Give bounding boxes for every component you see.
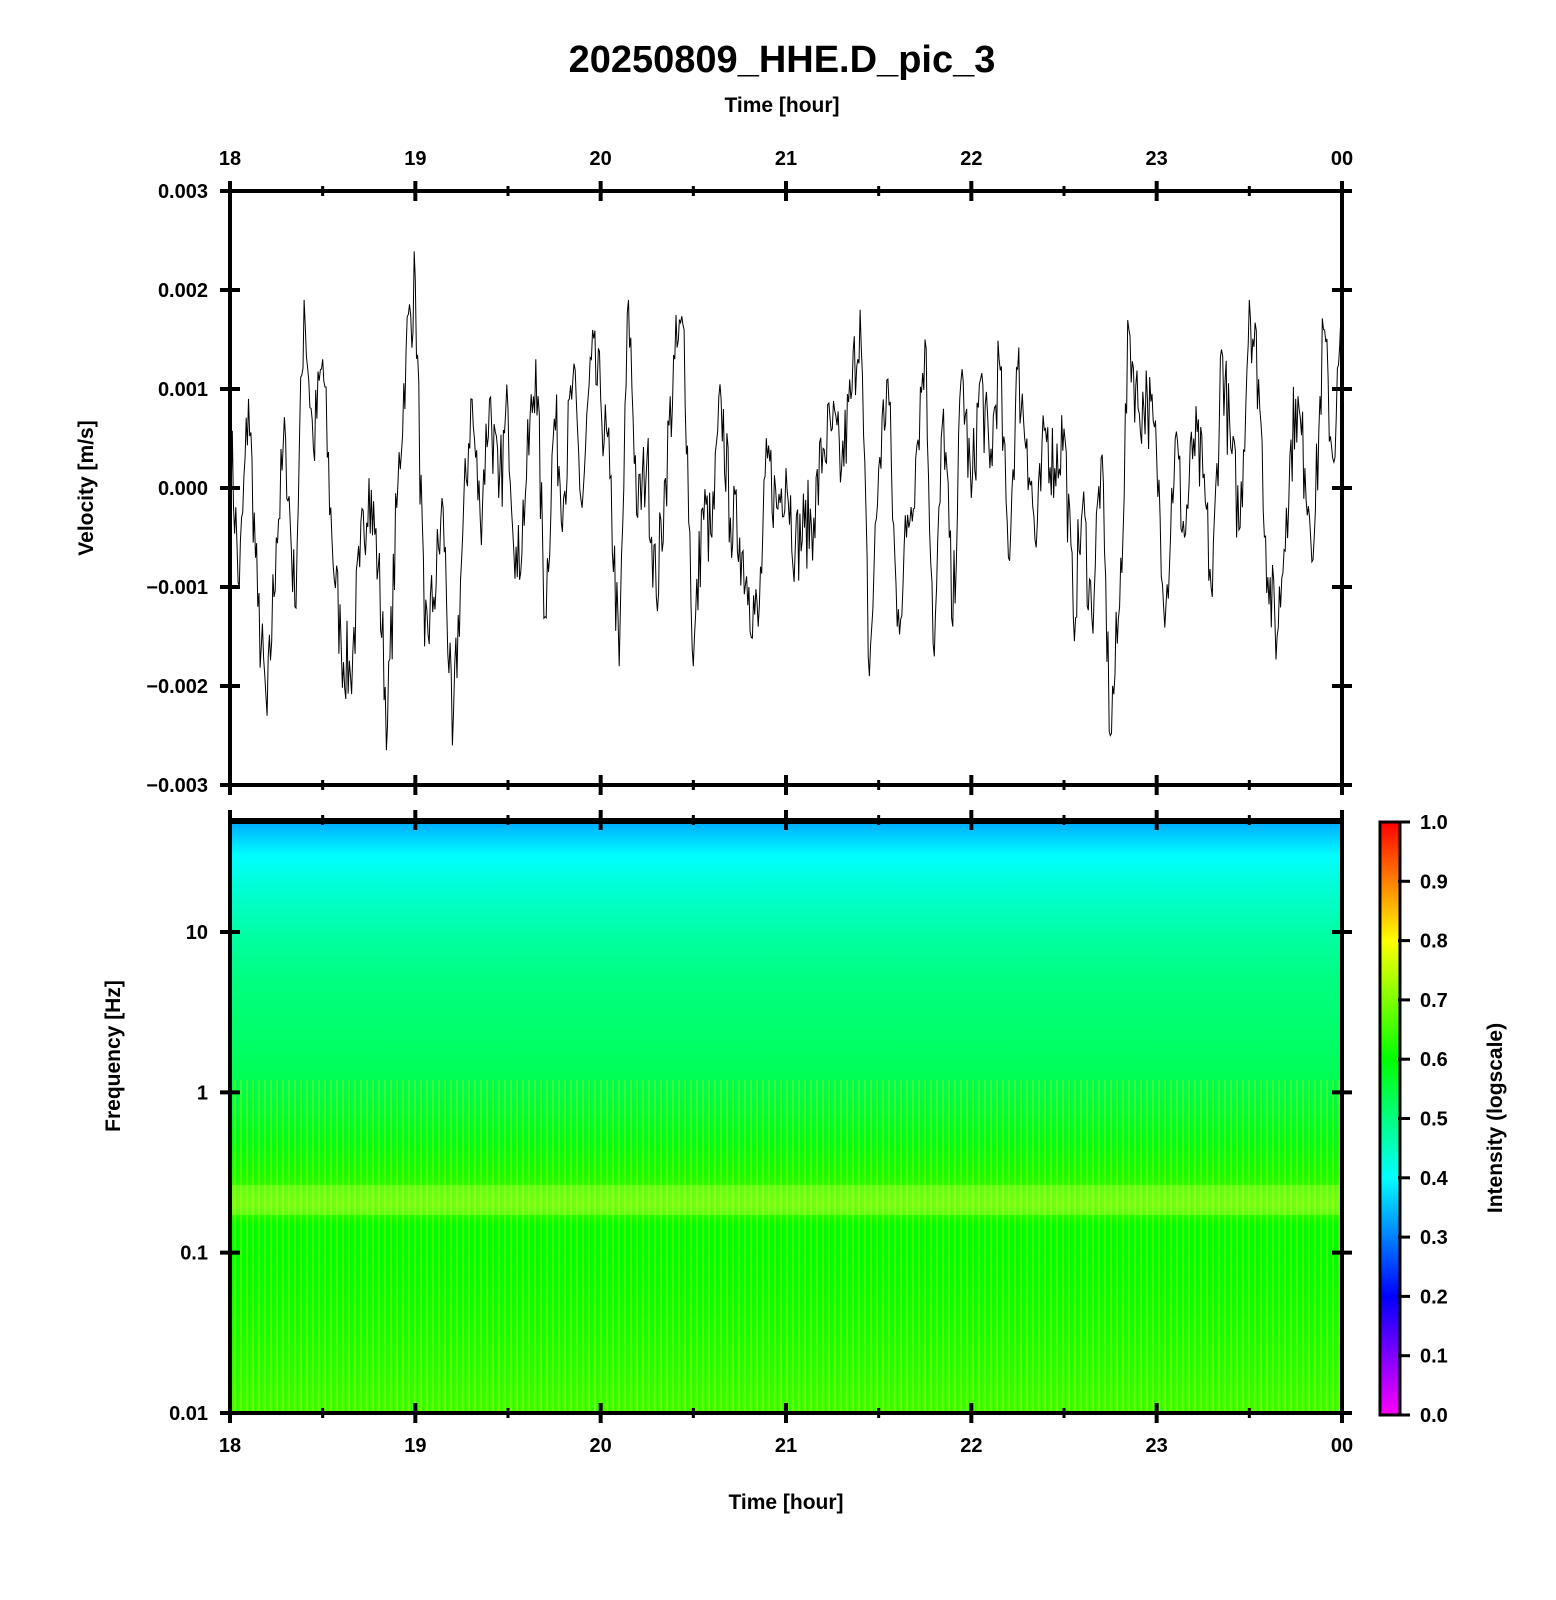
colorbar-ramp: [1378, 820, 1402, 1417]
top-x-tick-label: 21: [775, 148, 797, 170]
bottom-x-tick-label: 23: [1146, 1435, 1168, 1457]
spectrogram-y-tick-label: 10: [186, 922, 208, 944]
waveform-panel: 18 19 20 21 22 23 00 0.003 0.002 0.001 0.000 −0.001…: [75, 148, 1353, 797]
colorbar-tick-label: 0.9: [1420, 871, 1448, 893]
colorbar-ticks: 1.0 0.9 0.8 0.7 0.6 0.5 0.4 0.3 0.2 0.1 0.0: [1398, 812, 1449, 1427]
waveform-y-tick-label: −0.002: [146, 676, 208, 698]
waveform-y-tick-label: 0.002: [158, 280, 208, 302]
spectrogram-y-tick-label: 0.01: [169, 1403, 208, 1425]
bottom-x-tick-label: 18: [219, 1435, 241, 1457]
waveform-y-tick-label: 0.003: [158, 181, 208, 203]
waveform-y-axis-label: Velocity [m/s]: [75, 420, 98, 555]
bottom-x-tick-label: 21: [775, 1435, 797, 1457]
top-x-tick-label: 18: [219, 148, 241, 170]
bottom-x-axis-label: Time [hour]: [728, 1491, 843, 1514]
top-x-tick-label: 22: [960, 148, 982, 170]
bottom-x-tick-label: 00: [1331, 1435, 1353, 1457]
spectrogram-microseism-band: [230, 1185, 1342, 1215]
colorbar: 1.0 0.9 0.8 0.7 0.6 0.5 0.4 0.3 0.2 0.1 0.0 Intens…: [1378, 812, 1507, 1427]
waveform-ticks: 18 19 20 21 22 23 00 0.003 0.002 0.001 0.000 −0.001…: [146, 148, 1353, 797]
colorbar-tick-label: 0.1: [1420, 1346, 1448, 1368]
spectrogram-texture: [230, 1080, 1342, 1413]
bottom-x-tick-label: 20: [590, 1435, 612, 1457]
top-x-tick-label: 20: [590, 148, 612, 170]
bottom-x-tick-label: 19: [404, 1435, 426, 1457]
chart-title: 20250809_HHE.D_pic_3: [569, 39, 996, 81]
waveform-y-tick-label: 0.000: [158, 478, 208, 500]
bottom-x-tick-label: 22: [960, 1435, 982, 1457]
top-x-tick-label: 00: [1331, 148, 1353, 170]
colorbar-tick-label: 0.0: [1420, 1405, 1448, 1427]
colorbar-tick-label: 0.6: [1420, 1049, 1448, 1071]
colorbar-tick-label: 0.8: [1420, 931, 1448, 953]
spectrogram-ticks: 18 19 20 21 22 23 00 10 1 0.1 0.01: [169, 810, 1353, 1457]
colorbar-tick-label: 0.4: [1420, 1168, 1449, 1190]
top-x-tick-label: 19: [404, 148, 426, 170]
colorbar-tick-label: 0.3: [1420, 1227, 1448, 1249]
colorbar-tick-label: 0.5: [1420, 1109, 1448, 1131]
colorbar-tick-label: 0.2: [1420, 1286, 1448, 1308]
waveform-y-tick-label: 0.001: [158, 379, 208, 401]
top-x-axis-label: Time [hour]: [724, 94, 839, 117]
colorbar-tick-label: 0.7: [1420, 990, 1448, 1012]
top-x-tick-label: 23: [1146, 148, 1168, 170]
waveform-series-line: [229, 251, 1343, 751]
waveform-y-tick-label: −0.003: [146, 775, 208, 797]
spectrogram-y-axis-label: Frequency [Hz]: [102, 980, 125, 1132]
colorbar-tick-label: 1.0: [1420, 812, 1448, 834]
waveform-frame: [228, 189, 1344, 787]
colorbar-label: Intensity (logscale): [1484, 1023, 1507, 1213]
waveform-y-tick-label: −0.001: [146, 577, 208, 599]
spectrogram-y-tick-label: 1: [197, 1082, 208, 1104]
spectrogram-y-tick-label: 0.1: [180, 1243, 208, 1265]
